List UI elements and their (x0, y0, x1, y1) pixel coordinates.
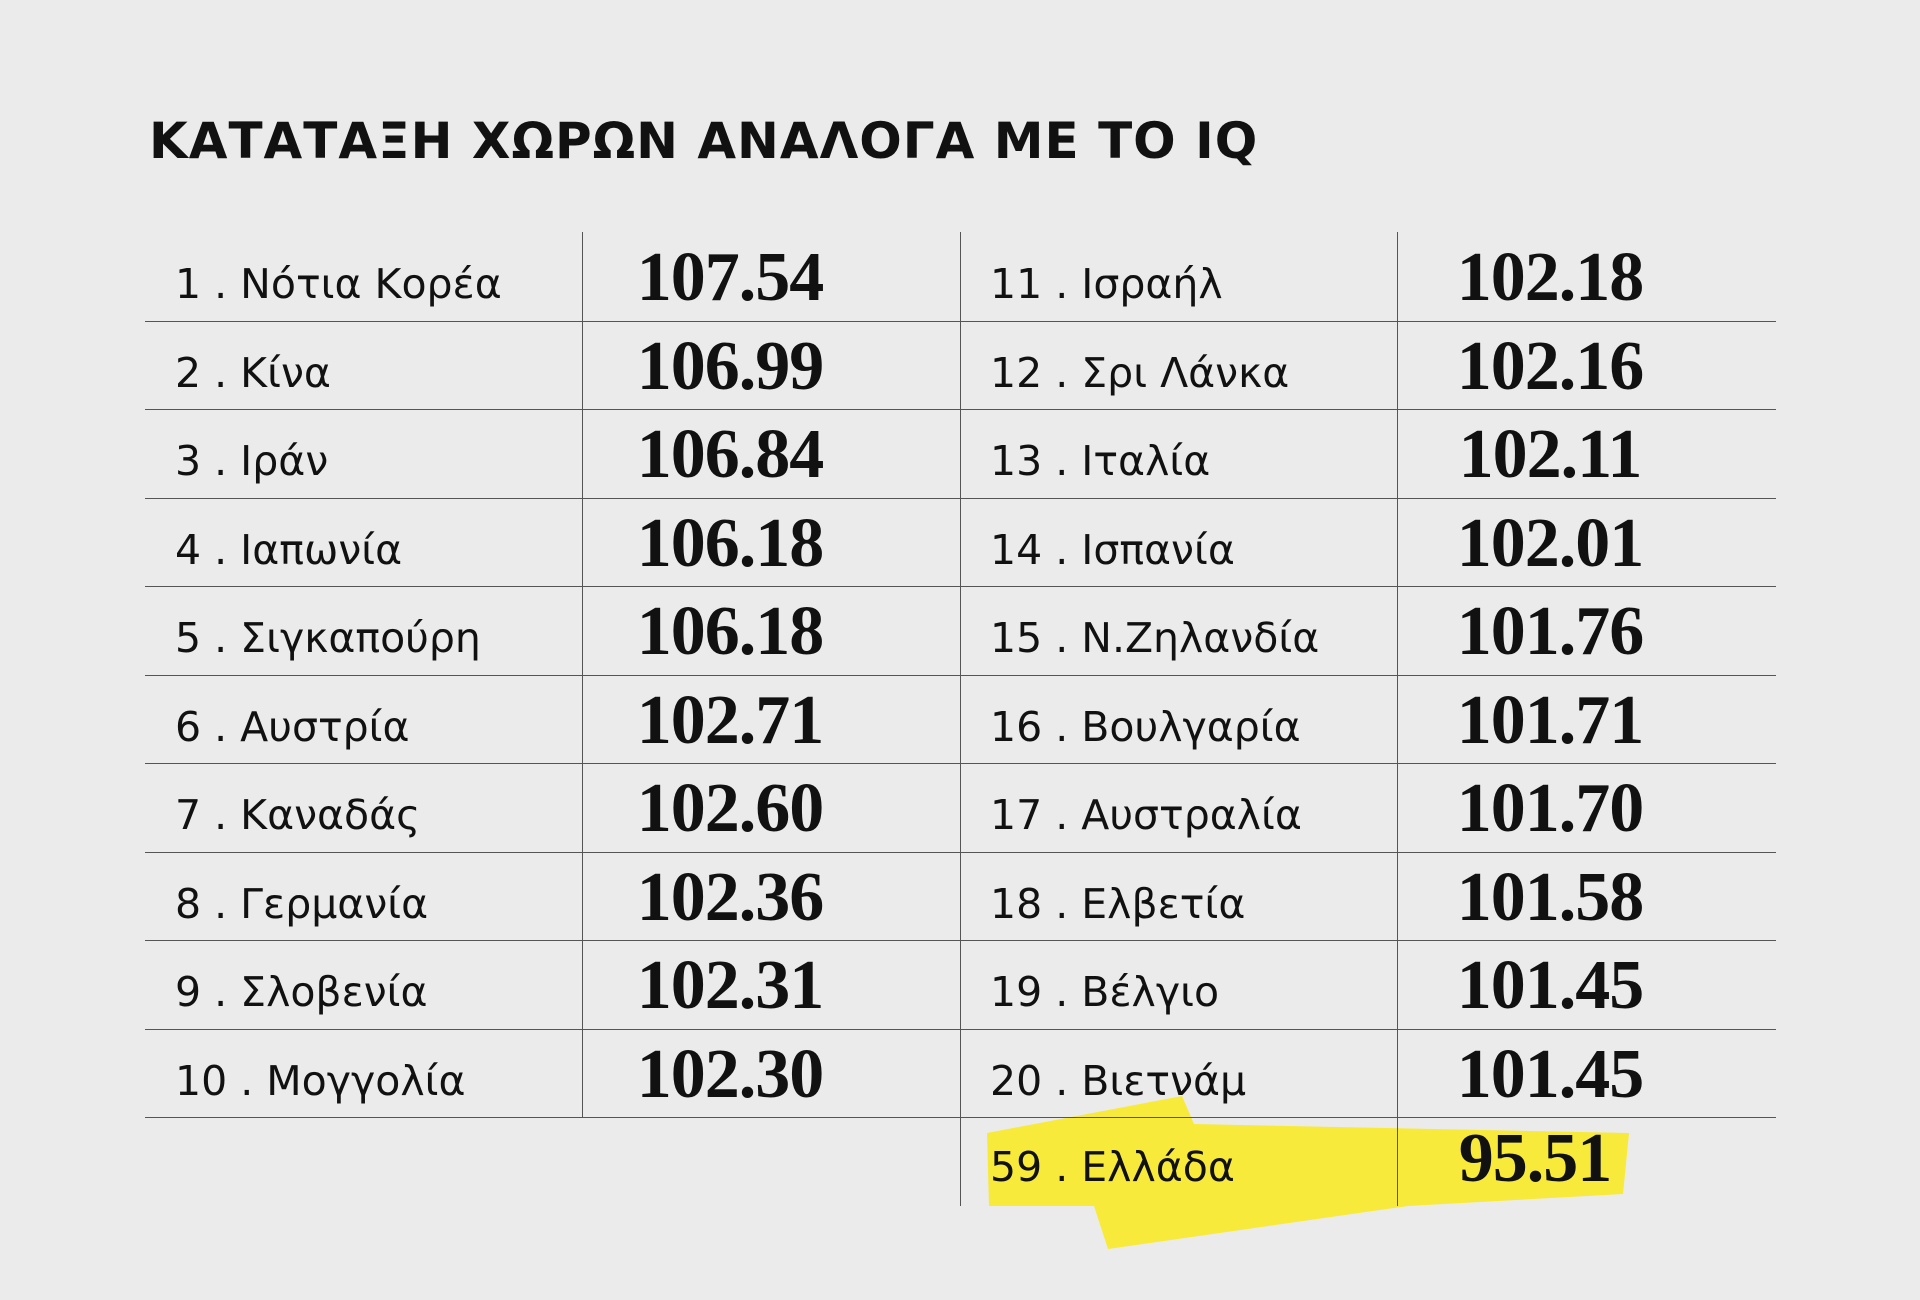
column-divider (582, 232, 583, 1117)
row-value: 101.58 (1456, 858, 1644, 936)
row-value: 102.30 (636, 1035, 824, 1113)
row-value: 102.71 (636, 681, 824, 759)
row-label: 19 . Βέλγιο (990, 968, 1220, 1016)
row-value: 102.60 (636, 770, 824, 847)
row-label: 17 . Αυστραλία (990, 791, 1302, 839)
row-value: 102.11 (1458, 416, 1643, 493)
row-label: 1 . Νότια Κορέα (175, 260, 502, 308)
row-value: 107.54 (636, 239, 824, 316)
row-label: 9 . Σλοβενία (175, 968, 428, 1016)
row-label: 20 . Βιετνάμ (990, 1056, 1247, 1105)
row-label: 4 . Ιαπωνία (175, 525, 403, 574)
row-label: 2 . Κίνα (175, 348, 331, 397)
row-label: 16 . Βουλγαρία (990, 702, 1301, 751)
highlighter (987, 1096, 1629, 1249)
highlight-label: 59 . Ελλάδα (990, 1143, 1235, 1191)
row-label: 13 . Ιταλία (990, 437, 1211, 485)
row-value: 102.01 (1456, 504, 1644, 582)
row-value: 102.16 (1456, 327, 1644, 405)
row-label: 5 . Σιγκαπούρη (175, 614, 481, 662)
row-value: 106.18 (636, 504, 824, 582)
column-divider (1397, 232, 1398, 1206)
row-value: 102.18 (1456, 239, 1644, 316)
row-label: 10 . Μογγολία (175, 1056, 466, 1105)
row-label: 7 . Καναδάς (175, 791, 421, 839)
row-value: 101.71 (1456, 681, 1644, 759)
row-value: 101.45 (1456, 1035, 1644, 1113)
title: ΚΑΤΑΤΑΞΗ ΧΩΡΩΝ ΑΝΑΛΟΓΑ ΜΕ ΤΟ IQ (149, 112, 1259, 170)
row-label: 12 . Σρι Λάνκα (990, 348, 1290, 397)
row-value: 102.31 (636, 947, 824, 1024)
row-label: 8 . Γερμανία (175, 879, 429, 928)
row-value: 106.84 (636, 416, 824, 493)
row-value: 106.99 (636, 327, 824, 405)
row-label: 18 . Ελβετία (990, 879, 1246, 928)
row-value: 101.76 (1456, 593, 1644, 670)
row-value: 106.18 (636, 593, 824, 670)
highlight-value: 95.51 (1458, 1120, 1612, 1197)
row-label: 11 . Ισραήλ (990, 260, 1223, 308)
row-value: 101.70 (1456, 770, 1644, 847)
row-value: 101.45 (1456, 947, 1644, 1024)
column-divider (960, 232, 961, 1206)
row-label: 3 . Ιράν (175, 437, 329, 485)
row-label: 15 . Ν.Ζηλανδία (990, 614, 1320, 662)
row-label: 6 . Αυστρία (175, 702, 410, 751)
row-label: 14 . Ισπανία (990, 525, 1235, 574)
row-value: 102.36 (636, 858, 824, 936)
